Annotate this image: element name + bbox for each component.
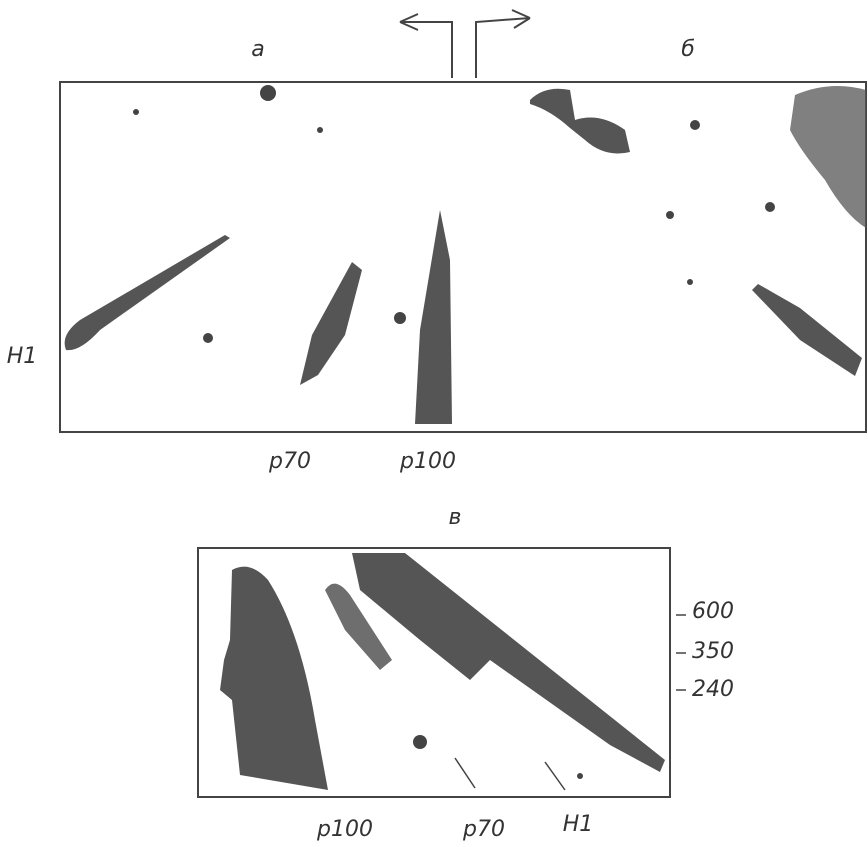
smear: [790, 86, 866, 228]
spot: [260, 85, 276, 101]
pointer-lines: [454, 614, 686, 791]
band-label: p100: [316, 817, 373, 842]
spot: [690, 120, 700, 130]
panel-frame: [59, 81, 867, 433]
marker-label: 240: [692, 677, 734, 702]
band-label: H1: [563, 812, 594, 837]
panel-label: б: [681, 37, 695, 62]
spot: [133, 109, 139, 115]
panel-frame: [197, 547, 671, 798]
row-label: H1: [7, 344, 38, 369]
band-label: p70: [462, 817, 505, 842]
band: [415, 210, 452, 424]
panel-label: а: [251, 37, 264, 62]
split-arrows: [399, 9, 531, 78]
spot: [687, 279, 693, 285]
marker-label: 600: [692, 599, 734, 624]
band: [352, 553, 665, 772]
spot: [203, 333, 213, 343]
band: [752, 284, 862, 376]
marker-label: 350: [692, 639, 734, 664]
spot: [394, 312, 406, 324]
band-label: p70: [268, 449, 311, 474]
band-label: p100: [399, 449, 456, 474]
band: [300, 262, 362, 385]
spot: [577, 773, 583, 779]
band: [220, 566, 328, 790]
spot: [666, 211, 674, 219]
spot: [413, 735, 427, 749]
band: [64, 235, 230, 351]
smear: [530, 88, 630, 154]
spot: [317, 127, 323, 133]
band: [325, 583, 392, 670]
spot: [765, 202, 775, 212]
panel-label: в: [449, 505, 462, 530]
top-panel: [59, 81, 867, 433]
bottom-panel: [197, 547, 686, 798]
